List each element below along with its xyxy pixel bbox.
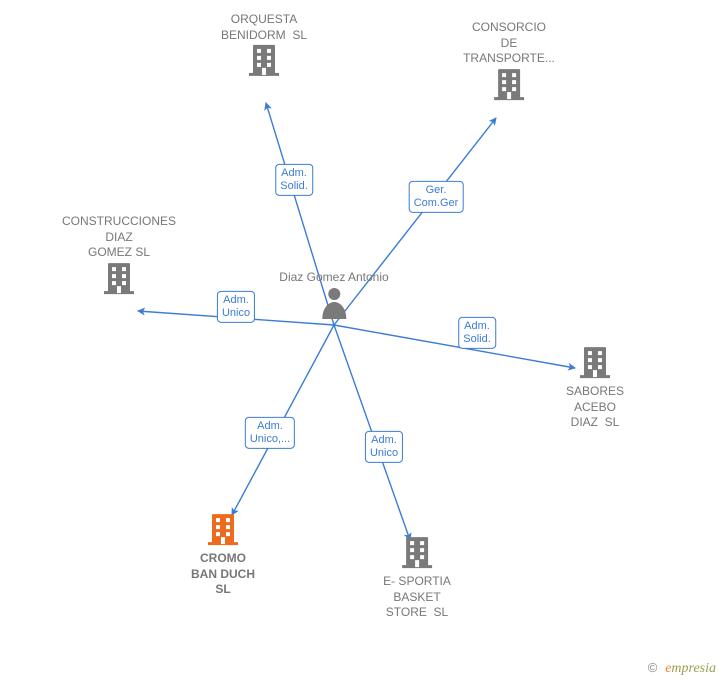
- building-icon: [247, 43, 281, 77]
- edge-label: Adm. Unico: [217, 291, 255, 323]
- watermark: © empresia: [648, 659, 716, 677]
- building-icon: [102, 261, 136, 295]
- edge-label: Adm. Unico,...: [245, 417, 295, 449]
- company-node: ORQUESTA BENIDORM SL: [221, 12, 307, 82]
- company-node: SABORES ACEBO DIAZ SL: [566, 345, 624, 431]
- company-node: E- SPORTIA BASKET STORE SL: [383, 535, 451, 621]
- company-node: CONSTRUCCIONES DIAZ GOMEZ SL: [62, 214, 176, 300]
- center-person-node: Diaz Gomez Antonio: [279, 270, 388, 324]
- company-node-label: CROMO BAN DUCH SL: [191, 551, 255, 598]
- building-icon: [400, 535, 434, 569]
- building-icon: [492, 67, 526, 101]
- center-node-label: Diaz Gomez Antonio: [279, 270, 388, 285]
- edge-label: Adm. Solid.: [458, 317, 496, 349]
- edge-label: Adm. Unico: [365, 431, 403, 463]
- edge-label: Adm. Solid.: [275, 164, 313, 196]
- brand-rest: mpresia: [671, 661, 716, 676]
- company-node-label: CONSTRUCCIONES DIAZ GOMEZ SL: [62, 214, 176, 261]
- edge-label: Ger. Com.Ger: [409, 181, 464, 213]
- company-node: CONSORCIO DE TRANSPORTE...: [463, 20, 555, 106]
- company-node: CROMO BAN DUCH SL: [191, 512, 255, 598]
- building-icon: [206, 512, 240, 546]
- edges-layer: [0, 0, 728, 685]
- building-icon: [578, 345, 612, 379]
- company-node-label: CONSORCIO DE TRANSPORTE...: [463, 20, 555, 67]
- edge-line: [334, 325, 575, 368]
- company-node-label: SABORES ACEBO DIAZ SL: [566, 384, 624, 431]
- company-node-label: ORQUESTA BENIDORM SL: [221, 12, 307, 43]
- person-icon: [319, 285, 349, 319]
- copyright-symbol: ©: [648, 660, 658, 675]
- company-node-label: E- SPORTIA BASKET STORE SL: [383, 574, 451, 621]
